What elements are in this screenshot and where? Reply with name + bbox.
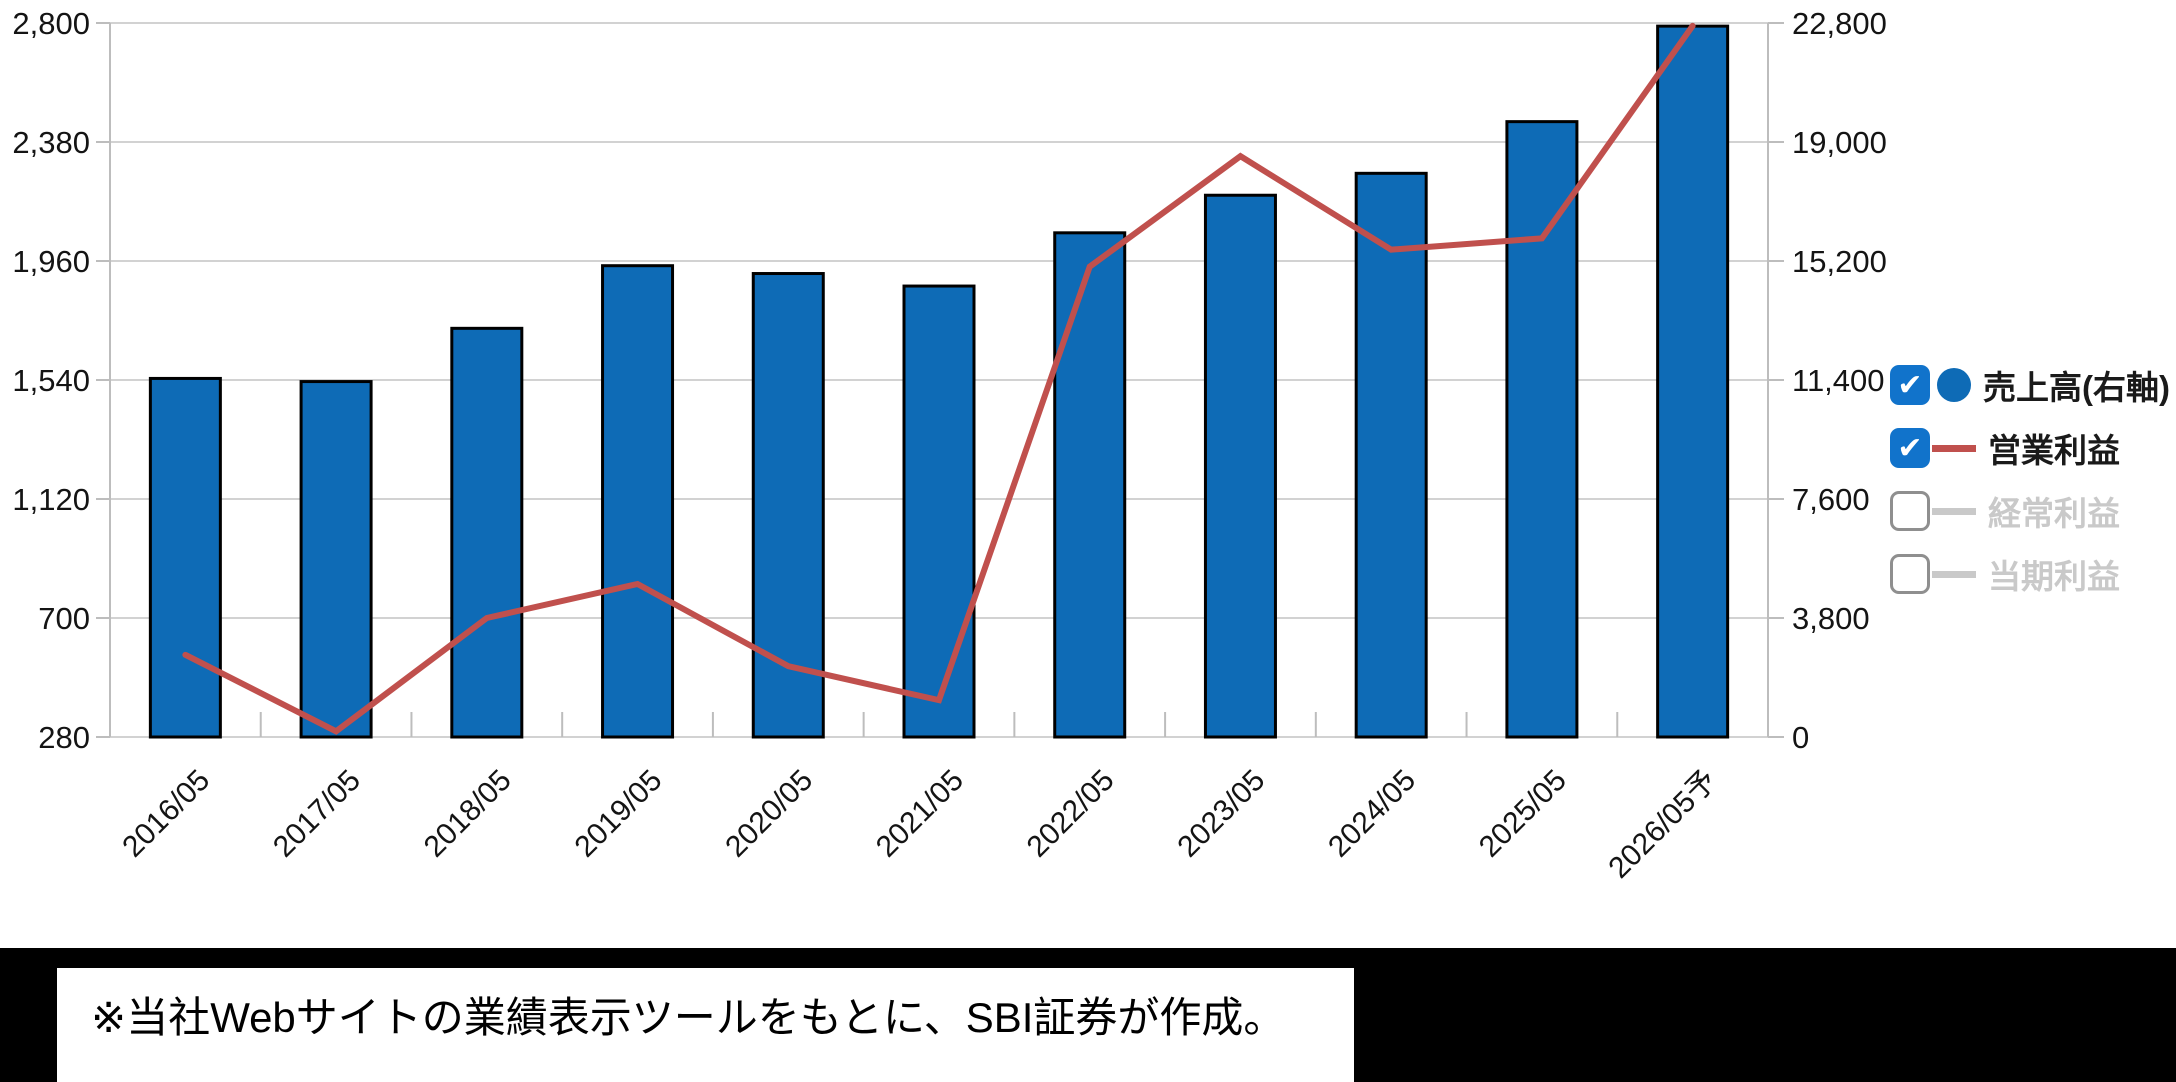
x-axis-label: 2023/05 xyxy=(1171,764,1271,864)
checked-checkbox[interactable]: ✔ xyxy=(1890,365,1930,405)
legend-label[interactable]: 当期利益 xyxy=(1988,558,2120,595)
operating-profit-line xyxy=(182,22,1696,735)
revenue-bar xyxy=(299,380,373,739)
revenue-bar xyxy=(751,272,825,739)
x-axis-label: 2020/05 xyxy=(719,764,819,864)
right-axis-label: 19,000 xyxy=(1792,125,1887,160)
series-line-icon xyxy=(1932,570,1976,578)
checked-checkbox[interactable]: ✔ xyxy=(1890,428,1930,468)
unchecked-checkbox[interactable] xyxy=(1890,554,1930,594)
left-axis-label: 700 xyxy=(38,601,90,636)
unchecked-checkbox[interactable] xyxy=(1890,491,1930,531)
legend-label[interactable]: 売上高(右軸) xyxy=(1983,369,2170,406)
legend-label[interactable]: 営業利益 xyxy=(1988,432,2120,469)
series-legend: ✔ 売上高(右軸) ✔ 営業利益経常利益当期利益 xyxy=(1890,364,2170,595)
revenue-bar xyxy=(450,326,524,739)
x-axis-label: 2025/05 xyxy=(1473,764,1573,864)
left-axis-label: 2,380 xyxy=(12,125,90,160)
chart-area: 2,800 22,800 2,380 19,000 1,960 15,200 1,540 11… xyxy=(12,6,2170,885)
source-note-text: ※当社Webサイトの業績表示ツールをもとに、SBI証券が作成。 xyxy=(91,994,1286,1041)
x-axis-label: 2018/05 xyxy=(418,764,518,864)
revenue-bar xyxy=(1354,171,1428,739)
right-axis-label: 3,800 xyxy=(1792,601,1870,636)
revenue-bar xyxy=(1203,193,1277,739)
right-axis-label: 22,800 xyxy=(1792,6,1887,41)
revenue-bar xyxy=(1053,231,1127,739)
combo-chart: 2,800 22,800 2,380 19,000 1,960 15,200 1,540 11… xyxy=(12,6,1887,885)
revenue-bar xyxy=(902,284,976,739)
legend-row-3[interactable]: 当期利益 xyxy=(1890,553,2170,595)
series-line-icon xyxy=(1932,444,1976,452)
left-axis-label: 1,960 xyxy=(12,244,90,279)
x-axis-label: 2022/05 xyxy=(1021,764,1121,864)
legend-row-2[interactable]: 経常利益 xyxy=(1890,490,2170,532)
x-axis-label: 2021/05 xyxy=(870,764,970,864)
bottom-black-band: ※当社Webサイトの業績表示ツールをもとに、SBI証券が作成。 xyxy=(0,948,2176,1082)
legend-row-0[interactable]: ✔ 売上高(右軸) xyxy=(1890,364,2170,406)
left-axis-label: 1,540 xyxy=(12,363,90,398)
x-axis-label: 2017/05 xyxy=(267,764,367,864)
right-axis-label: 15,200 xyxy=(1792,244,1887,279)
left-axis-label: 1,120 xyxy=(12,482,90,517)
revenue-bar xyxy=(601,264,675,739)
source-note-box: ※当社Webサイトの業績表示ツールをもとに、SBI証券が作成。 xyxy=(57,968,1354,1082)
x-axis-label: 2026/05予 xyxy=(1602,764,1723,885)
x-axis-label: 2016/05 xyxy=(116,764,216,864)
revenue-bar xyxy=(1505,120,1579,739)
x-axis-label: 2019/05 xyxy=(568,764,668,864)
series-line-icon xyxy=(1932,507,1976,515)
series-circle-icon xyxy=(1937,368,1971,402)
x-axis-label: 2024/05 xyxy=(1322,764,1422,864)
right-axis-label: 0 xyxy=(1792,720,1809,755)
legend-label[interactable]: 経常利益 xyxy=(1988,495,2120,532)
legend-row-1[interactable]: ✔ 営業利益 xyxy=(1890,427,2170,469)
right-axis-label: 7,600 xyxy=(1792,482,1870,517)
revenue-bar xyxy=(148,376,222,739)
revenue-bar xyxy=(1656,24,1730,739)
right-axis-label: 11,400 xyxy=(1792,363,1885,398)
left-axis-label: 280 xyxy=(38,720,90,755)
left-axis-label: 2,800 xyxy=(12,6,90,41)
